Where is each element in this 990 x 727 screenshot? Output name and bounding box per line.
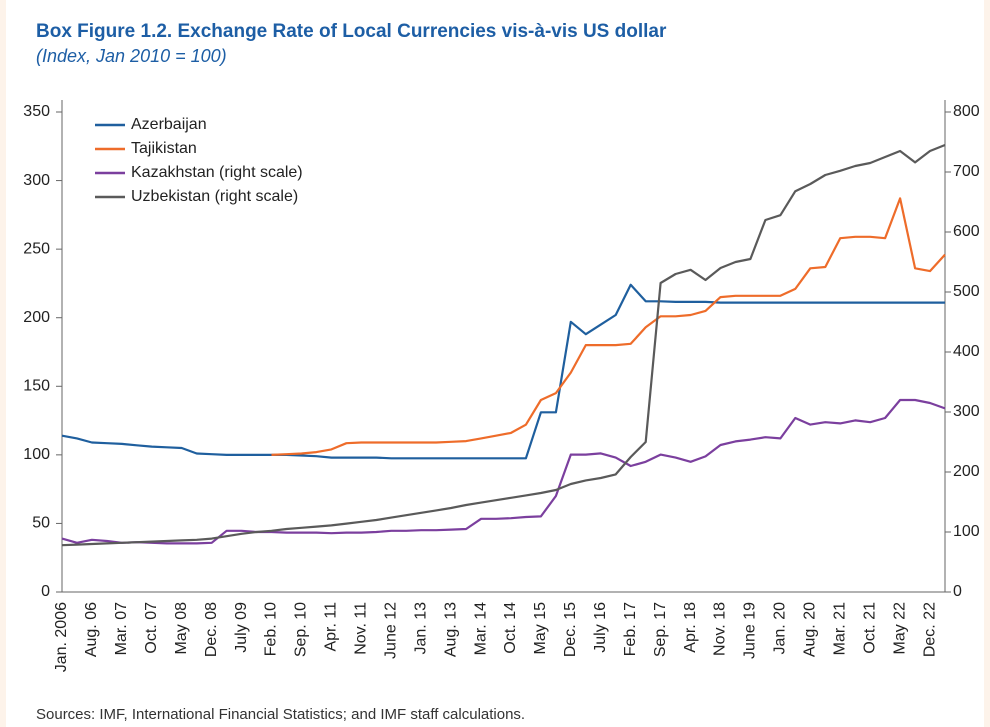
y2-tick-label: 800	[953, 103, 980, 120]
y2-tick-label: 500	[953, 283, 980, 300]
x-tick-label: Feb. 10	[263, 602, 280, 656]
y2-tick-label: 400	[953, 343, 980, 360]
x-tick-label: June 19	[742, 602, 759, 659]
x-tick-label: Jan. 20	[772, 602, 789, 655]
y-tick-label: 0	[41, 583, 50, 600]
x-tick-label: Mar. 14	[472, 602, 489, 655]
x-tick-label: Apr. 18	[682, 602, 699, 653]
x-tick-label: Apr. 11	[323, 602, 340, 652]
x-tick-label: Jan. 13	[412, 602, 429, 655]
x-tick-label: Aug. 20	[802, 602, 819, 657]
x-tick-label: Dec. 08	[203, 602, 220, 657]
x-tick-label: Nov. 18	[712, 602, 729, 656]
x-tick-label: Oct. 07	[143, 602, 160, 654]
chart-title: Box Figure 1.2. Exchange Rate of Local C…	[36, 21, 667, 42]
y-tick-label: 100	[23, 446, 50, 463]
x-tick-label: Dec. 22	[921, 602, 938, 657]
y-tick-label: 300	[23, 172, 50, 189]
series-line	[61, 143, 946, 547]
series-line	[271, 197, 946, 456]
x-tick-label: Oct. 14	[502, 602, 519, 654]
x-tick-label: May 22	[891, 602, 908, 655]
x-tick-label: July 16	[592, 602, 609, 653]
panel	[6, 0, 984, 727]
x-tick-label: Aug. 13	[442, 602, 459, 657]
y2-tick-label: 200	[953, 463, 980, 480]
x-tick-label: Mar. 21	[831, 602, 848, 655]
x-tick-label: July 09	[233, 602, 250, 653]
x-tick-label: Sep. 17	[652, 602, 669, 657]
x-tick-label: Dec. 15	[562, 602, 579, 657]
x-tick-label: Aug. 06	[83, 602, 100, 657]
y2-tick-label: 600	[953, 223, 980, 240]
x-tick-label: June 12	[382, 602, 399, 659]
y-tick-label: 50	[32, 515, 50, 532]
x-tick-label: Oct. 21	[861, 602, 878, 654]
legend-label: Uzbekistan (right scale)	[131, 188, 298, 205]
x-tick-label: Jan. 2006	[53, 602, 70, 672]
series-line	[61, 398, 946, 545]
y-tick-label: 150	[23, 378, 50, 395]
x-tick-label: Nov. 11	[353, 602, 370, 655]
x-tick-label: May 15	[532, 602, 549, 655]
y2-tick-label: 300	[953, 403, 980, 420]
legend-label: Tajikistan	[131, 140, 197, 157]
y2-tick-label: 100	[953, 523, 980, 540]
x-tick-label: May 08	[173, 602, 190, 655]
series-line	[61, 283, 945, 460]
y-tick-label: 350	[23, 103, 50, 120]
legend-label: Azerbaijan	[131, 116, 207, 133]
legend-label: Kazakhstan (right scale)	[131, 164, 303, 181]
source-note: Sources: IMF, International Financial St…	[36, 706, 525, 723]
x-tick-label: Mar. 07	[113, 602, 130, 655]
chart-subtitle: (Index, Jan 2010 = 100)	[36, 46, 227, 66]
y2-tick-label: 0	[953, 583, 962, 600]
x-tick-label: Sep. 10	[293, 602, 310, 657]
y-tick-label: 200	[23, 309, 50, 326]
x-tick-label: Feb. 17	[622, 602, 639, 656]
y-tick-label: 250	[23, 240, 50, 257]
y2-tick-label: 700	[953, 163, 980, 180]
